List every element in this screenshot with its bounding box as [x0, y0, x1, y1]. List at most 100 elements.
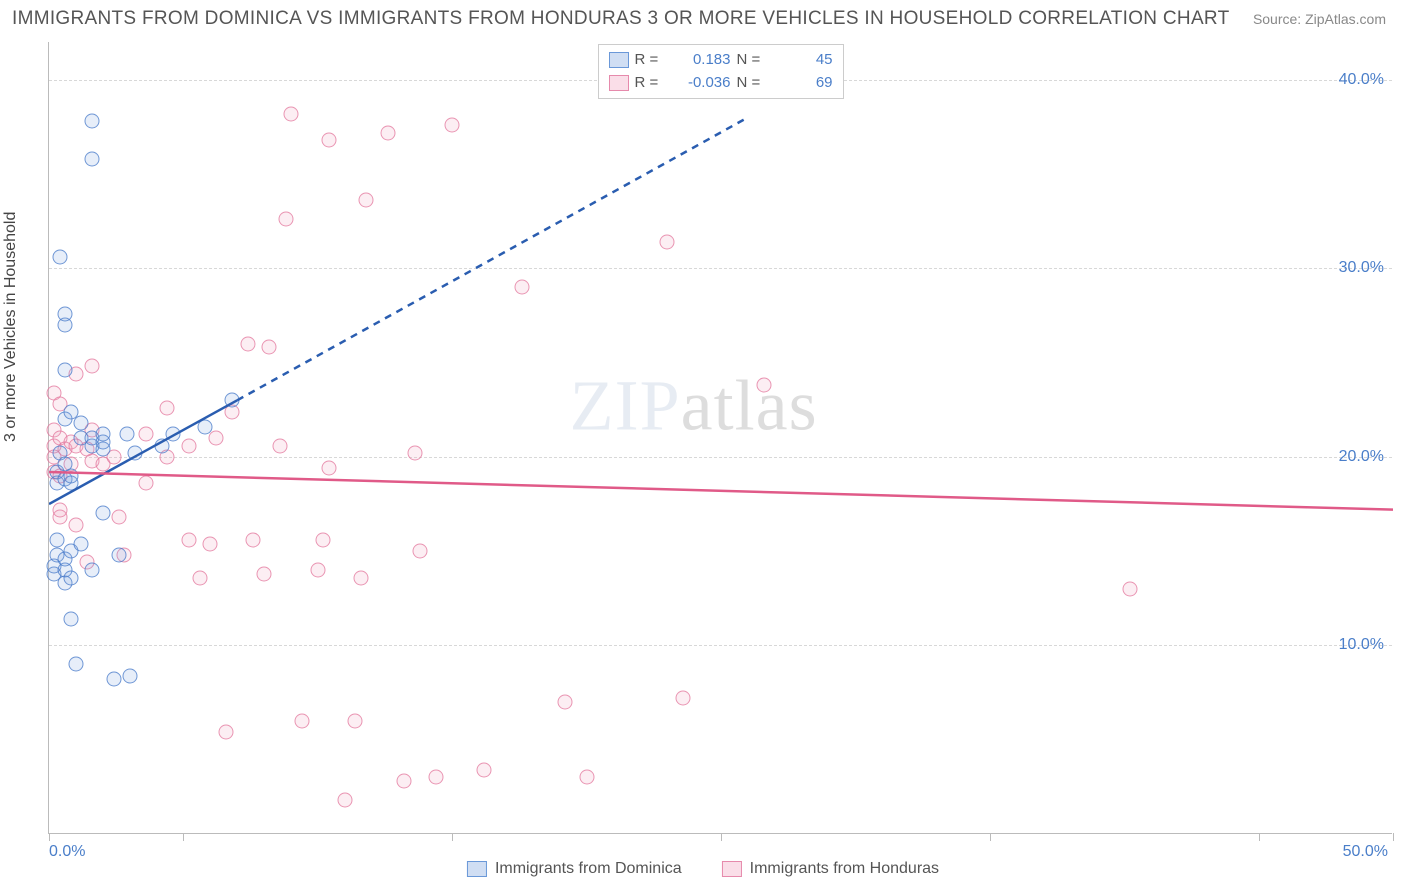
watermark-part1: ZIP [570, 365, 681, 445]
r-value: -0.036 [671, 72, 731, 95]
x-tick [183, 833, 184, 841]
data-point [224, 393, 239, 408]
data-point [558, 695, 573, 710]
data-point [262, 340, 277, 355]
watermark: ZIPatlas [570, 364, 818, 447]
legend-series: Immigrants from Dominica Immigrants from… [467, 860, 939, 878]
data-point [85, 151, 100, 166]
data-point [68, 657, 83, 672]
data-point [106, 672, 121, 687]
source-label: Source: ZipAtlas.com [1253, 11, 1386, 27]
x-tick [721, 833, 722, 841]
legend-label: Immigrants from Dominica [495, 860, 682, 878]
data-point [154, 438, 169, 453]
x-tick [49, 833, 50, 841]
trend-lines [49, 42, 1393, 834]
y-tick-label: 40.0% [1339, 71, 1384, 89]
legend-item-dominica: Immigrants from Dominica [467, 860, 682, 878]
r-value: 0.183 [671, 49, 731, 72]
n-label: N = [737, 49, 767, 72]
data-point [396, 774, 411, 789]
y-tick-label: 30.0% [1339, 259, 1384, 277]
swatch-blue-icon [467, 861, 487, 877]
data-point [74, 536, 89, 551]
data-point [63, 570, 78, 585]
x-tick [1393, 833, 1394, 841]
y-axis-label: 3 or more Vehicles in Household [2, 212, 20, 442]
data-point [181, 438, 196, 453]
data-point [63, 612, 78, 627]
data-point [676, 691, 691, 706]
data-point [138, 476, 153, 491]
data-point [310, 563, 325, 578]
swatch-pink-icon [609, 75, 629, 91]
data-point [63, 468, 78, 483]
n-value: 45 [773, 49, 833, 72]
data-point [52, 502, 67, 517]
legend-stats-row: R = 0.183 N = 45 [609, 49, 833, 72]
data-point [477, 762, 492, 777]
data-point [757, 378, 772, 393]
data-point [273, 438, 288, 453]
data-point [353, 570, 368, 585]
r-label: R = [635, 72, 665, 95]
data-point [95, 427, 110, 442]
data-point [240, 336, 255, 351]
data-point [52, 249, 67, 264]
n-label: N = [737, 72, 767, 95]
gridline-h [49, 645, 1392, 646]
data-point [128, 446, 143, 461]
data-point [181, 532, 196, 547]
data-point [579, 770, 594, 785]
data-point [1122, 581, 1137, 596]
gridline-h [49, 268, 1392, 269]
data-point [58, 306, 73, 321]
data-point [119, 427, 134, 442]
y-tick-label: 10.0% [1339, 636, 1384, 654]
data-point [122, 668, 137, 683]
x-tick-label: 50.0% [1343, 843, 1388, 861]
y-tick-label: 20.0% [1339, 448, 1384, 466]
legend-stats: R = 0.183 N = 45 R = -0.036 N = 69 [598, 44, 844, 99]
data-point [165, 427, 180, 442]
data-point [445, 117, 460, 132]
data-point [203, 536, 218, 551]
data-point [348, 713, 363, 728]
x-tick [1259, 833, 1260, 841]
n-value: 69 [773, 72, 833, 95]
data-point [85, 114, 100, 129]
data-point [283, 106, 298, 121]
data-point [192, 570, 207, 585]
data-point [412, 544, 427, 559]
chart-container: 3 or more Vehicles in Household ZIPatlas… [12, 42, 1394, 882]
data-point [50, 532, 65, 547]
x-tick-label: 0.0% [49, 843, 85, 861]
data-point [246, 532, 261, 547]
data-point [294, 713, 309, 728]
legend-label: Immigrants from Honduras [750, 860, 939, 878]
data-point [316, 532, 331, 547]
gridline-h [49, 457, 1392, 458]
data-point [197, 419, 212, 434]
data-point [278, 212, 293, 227]
swatch-pink-icon [722, 861, 742, 877]
legend-item-honduras: Immigrants from Honduras [722, 860, 939, 878]
data-point [660, 234, 675, 249]
data-point [95, 506, 110, 521]
data-point [68, 517, 83, 532]
r-label: R = [635, 49, 665, 72]
data-point [337, 793, 352, 808]
x-tick [990, 833, 991, 841]
chart-title: IMMIGRANTS FROM DOMINICA VS IMMIGRANTS F… [12, 8, 1230, 30]
header: IMMIGRANTS FROM DOMINICA VS IMMIGRANTS F… [0, 0, 1406, 34]
data-point [85, 359, 100, 374]
x-tick [452, 833, 453, 841]
data-point [380, 125, 395, 140]
data-point [111, 547, 126, 562]
plot-area: ZIPatlas R = 0.183 N = 45 R = -0.036 N =… [48, 42, 1392, 834]
data-point [321, 461, 336, 476]
data-point [429, 770, 444, 785]
data-point [85, 563, 100, 578]
data-point [219, 725, 234, 740]
legend-stats-row: R = -0.036 N = 69 [609, 72, 833, 95]
